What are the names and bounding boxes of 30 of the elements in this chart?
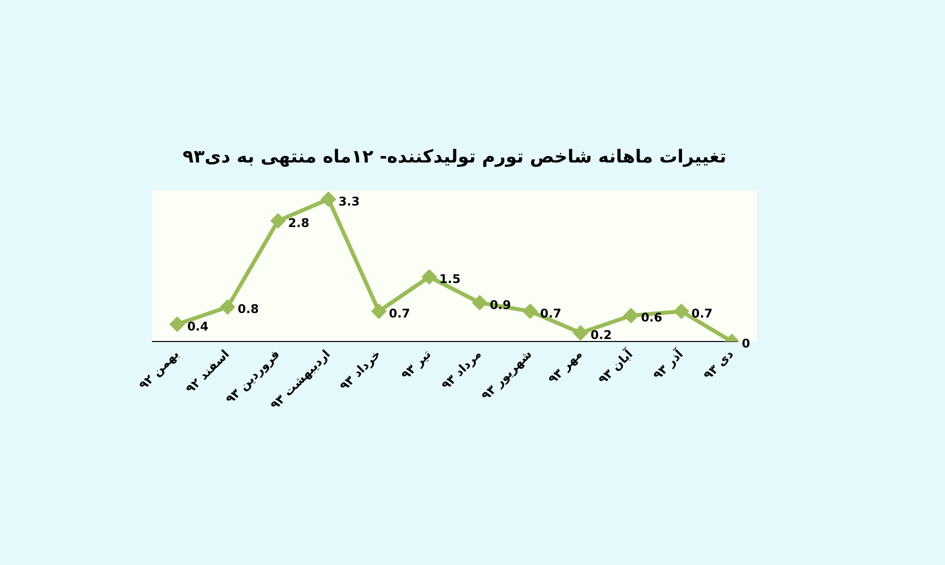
- data-label: 1.5: [439, 272, 461, 286]
- x-tick-label: تیر ۹۳: [398, 347, 434, 382]
- data-label: 3.3: [338, 194, 360, 208]
- point: [321, 192, 336, 206]
- data-label: 0: [742, 336, 750, 351]
- x-tick-label: آذر ۹۳: [650, 346, 686, 382]
- point: [574, 326, 588, 340]
- data-label: 0.4: [187, 319, 208, 334]
- x-tick-label: آبان ۹۳: [594, 346, 636, 387]
- data-label: 0.8: [238, 302, 259, 316]
- data-label: 2.8: [288, 216, 310, 230]
- x-tick-label: بهمن ۹۲: [136, 347, 182, 392]
- point: [422, 270, 436, 284]
- point: [220, 300, 235, 314]
- point: [674, 304, 688, 318]
- data-label: 0.7: [691, 306, 713, 320]
- x-tick-label: مرداد ۹۳: [438, 347, 484, 392]
- point: [271, 214, 286, 228]
- x-tick-label: دی ۹۳: [700, 347, 736, 382]
- data-label: 0.2: [590, 328, 612, 342]
- point: [523, 304, 538, 318]
- data-label: 0.7: [388, 306, 410, 320]
- point: [624, 308, 638, 323]
- point: [170, 317, 184, 332]
- point: [472, 296, 487, 310]
- x-tick-label: مهر ۹۳: [546, 347, 585, 386]
- chart-title: تغییرات ماهانه شاخص تورم تولیدکننده- ۱۲ماه منتهی به دی۹۳: [182, 146, 726, 168]
- point: [372, 304, 386, 318]
- data-label: 0.7: [540, 306, 562, 320]
- x-tick-label: خرداد ۹۳: [336, 347, 384, 394]
